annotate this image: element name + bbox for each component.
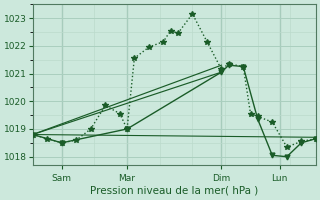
- X-axis label: Pression niveau de la mer( hPa ): Pression niveau de la mer( hPa ): [90, 186, 259, 196]
